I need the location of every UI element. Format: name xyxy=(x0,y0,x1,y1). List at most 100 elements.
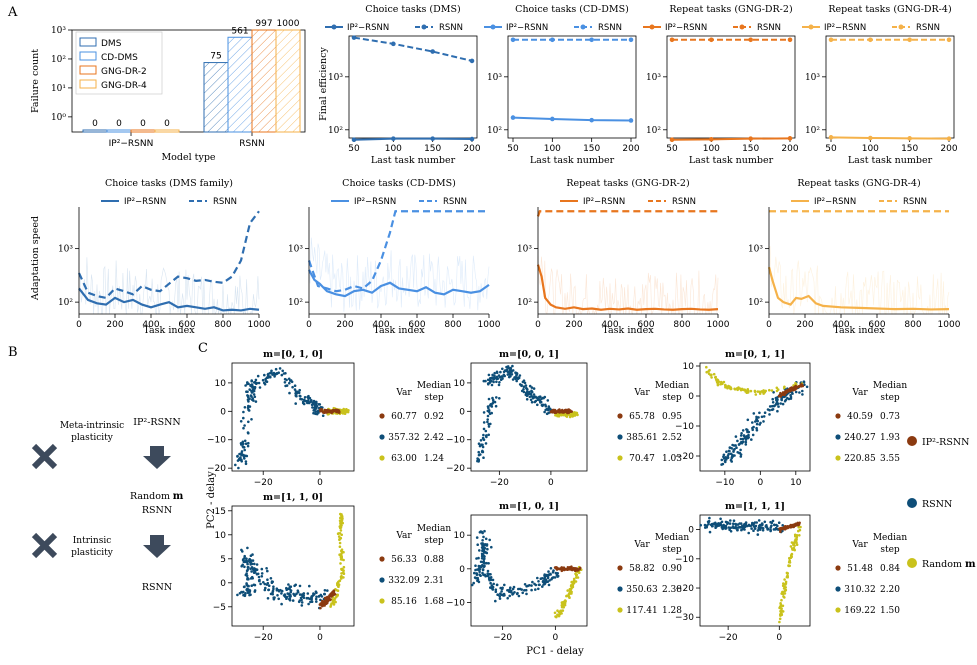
point-rsnn xyxy=(717,522,721,525)
point-rsnn xyxy=(475,557,478,560)
legend-label: IP²−RSNN xyxy=(347,23,389,33)
point-rsnn xyxy=(247,404,250,408)
panel-title: Choice tasks (CD-DMS) xyxy=(515,4,629,15)
x-tick-label: −10 xyxy=(715,478,734,488)
x-tick-label: 1000 xyxy=(478,320,501,330)
pca-scatter-charts: m=[0, 1, 0] −20 0 10 0 −10 −20 Var Median step 60.… xyxy=(207,349,907,643)
x-tick-label: 800 xyxy=(673,320,690,330)
point-rsnn xyxy=(526,388,529,391)
plot-frame xyxy=(666,35,796,139)
y-tick-label: 10³ xyxy=(288,245,303,255)
point-rsnn xyxy=(547,405,551,408)
point-rsnn xyxy=(752,412,756,415)
point-random xyxy=(575,411,578,415)
point-random xyxy=(340,533,344,537)
legend-marker-ip2 xyxy=(649,24,655,30)
point-rsnn xyxy=(285,378,288,382)
point-rsnn xyxy=(489,581,492,585)
point-rsnn xyxy=(523,583,527,586)
point-random xyxy=(715,379,719,383)
point-rsnn xyxy=(537,580,540,583)
legend-label: IP²−RSNN xyxy=(824,23,866,33)
plot-frame xyxy=(71,29,306,133)
point-rsnn xyxy=(748,37,753,43)
legend-random-label: Random xyxy=(922,559,962,570)
point-rsnn xyxy=(284,595,287,598)
table-header-median: Median xyxy=(655,533,690,543)
point-rsnn xyxy=(772,391,775,394)
series-ip2-line xyxy=(830,136,950,140)
point-rsnn xyxy=(491,578,495,582)
x-tick-label: 200 xyxy=(463,144,480,154)
point-rsnn xyxy=(538,583,541,587)
bar-value-label: 0 xyxy=(92,119,98,129)
point-rsnn xyxy=(486,418,490,421)
point-rsnn xyxy=(736,528,739,532)
point-rsnn xyxy=(485,435,488,439)
point-rsnn xyxy=(709,37,714,43)
point-rsnn xyxy=(295,592,298,595)
failure-bar-chart: 10⁰ 10¹ 10² 10³ Failure count IP²−RSNN 0 0 0 0 RSN… xyxy=(30,19,306,163)
point-ip2 xyxy=(335,408,339,412)
x-tick-label: 50 xyxy=(507,144,519,154)
point-ip2 xyxy=(332,589,336,592)
point-ip2 xyxy=(790,386,793,389)
y-tick-label: 10 xyxy=(454,531,466,541)
point-rsnn xyxy=(762,415,766,418)
point-rsnn xyxy=(289,585,293,588)
point-rsnn xyxy=(705,525,708,529)
point-rsnn xyxy=(734,522,737,526)
point-rsnn xyxy=(736,439,739,443)
table-header-step: step xyxy=(662,393,682,403)
point-rsnn xyxy=(726,521,730,525)
point-random xyxy=(749,389,753,393)
point-random xyxy=(556,609,559,612)
point-ip2 xyxy=(430,136,435,141)
point-rsnn xyxy=(483,529,486,533)
point-rsnn xyxy=(732,519,736,522)
point-rsnn xyxy=(254,378,258,382)
point-rsnn xyxy=(299,596,303,600)
point-ip2 xyxy=(777,394,781,398)
point-rsnn xyxy=(744,521,748,524)
point-random xyxy=(565,594,569,598)
flow-step2-m: m xyxy=(173,491,184,502)
point-rsnn xyxy=(488,577,492,581)
point-rsnn xyxy=(828,37,834,43)
x-tick-label: RSNN xyxy=(239,139,264,149)
point-rsnn xyxy=(272,585,275,588)
point-rsnn xyxy=(734,526,737,530)
panel-title: Repeat tasks (GNG-DR-4) xyxy=(828,4,951,15)
bar-value-label: 561 xyxy=(231,26,248,36)
legend-label: RSNN xyxy=(443,197,467,207)
y-tick-label: 10² xyxy=(517,298,532,308)
point-rsnn xyxy=(245,454,249,458)
point-rsnn xyxy=(490,545,493,549)
point-rsnn xyxy=(255,381,259,385)
point-rsnn xyxy=(298,584,302,588)
point-ip2 xyxy=(576,567,579,571)
point-random xyxy=(712,372,716,376)
point-rsnn xyxy=(317,403,321,406)
point-ip2 xyxy=(319,606,322,610)
point-ip2 xyxy=(782,393,785,397)
row-marker xyxy=(379,556,385,562)
series-ip2-line xyxy=(353,137,473,141)
point-ip2 xyxy=(784,390,787,393)
point-rsnn xyxy=(771,397,774,401)
bar-value-label: 75 xyxy=(210,52,221,62)
point-rsnn xyxy=(314,407,317,410)
point-random xyxy=(753,390,757,394)
point-random xyxy=(794,534,797,538)
point-random xyxy=(340,574,343,578)
point-rsnn xyxy=(755,422,759,426)
point-random xyxy=(576,413,579,417)
point-rsnn xyxy=(430,49,435,54)
point-random xyxy=(778,617,782,621)
point-rsnn xyxy=(242,426,245,430)
point-rsnn xyxy=(236,459,240,462)
point-rsnn xyxy=(276,594,279,597)
point-ip2 xyxy=(778,527,782,531)
point-rsnn xyxy=(321,414,325,418)
point-rsnn xyxy=(257,575,261,579)
